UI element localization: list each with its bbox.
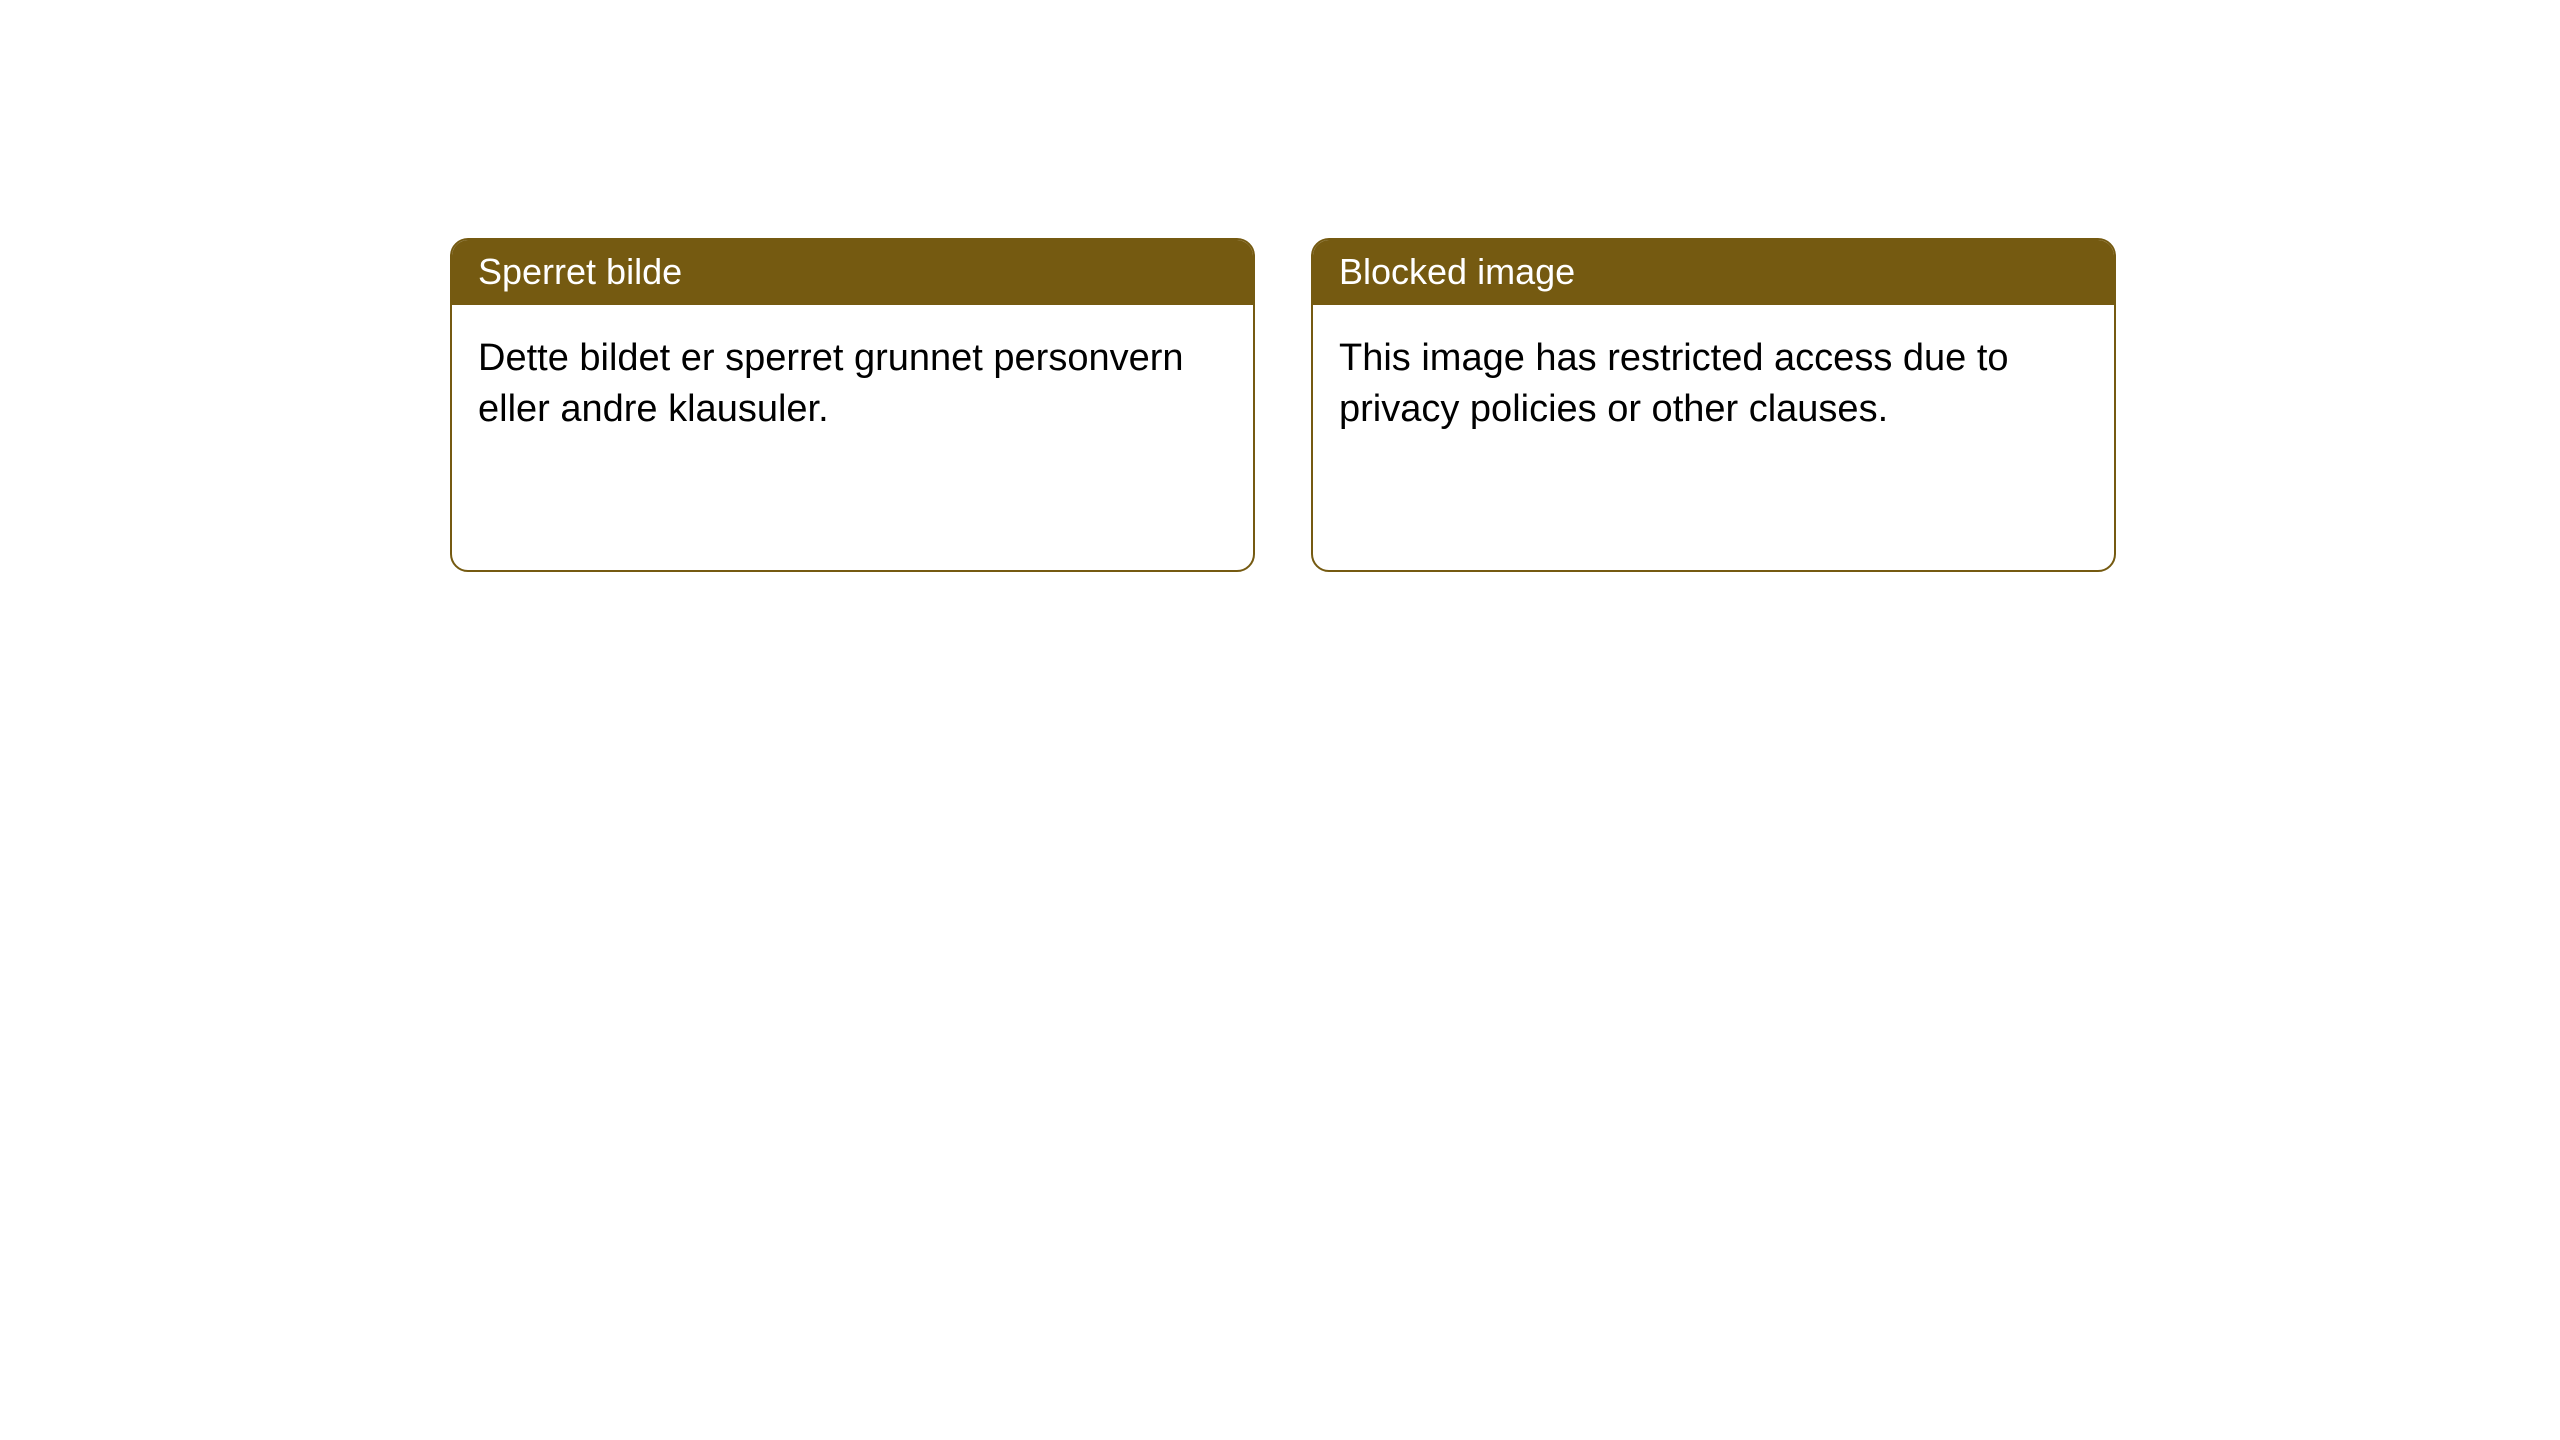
card-body-no: Dette bildet er sperret grunnet personve… [452,305,1253,464]
card-header-en: Blocked image [1313,240,2114,305]
notice-container: Sperret bilde Dette bildet er sperret gr… [0,0,2560,572]
card-header-no: Sperret bilde [452,240,1253,305]
blocked-image-card-no: Sperret bilde Dette bildet er sperret gr… [450,238,1255,572]
blocked-image-card-en: Blocked image This image has restricted … [1311,238,2116,572]
card-body-en: This image has restricted access due to … [1313,305,2114,464]
